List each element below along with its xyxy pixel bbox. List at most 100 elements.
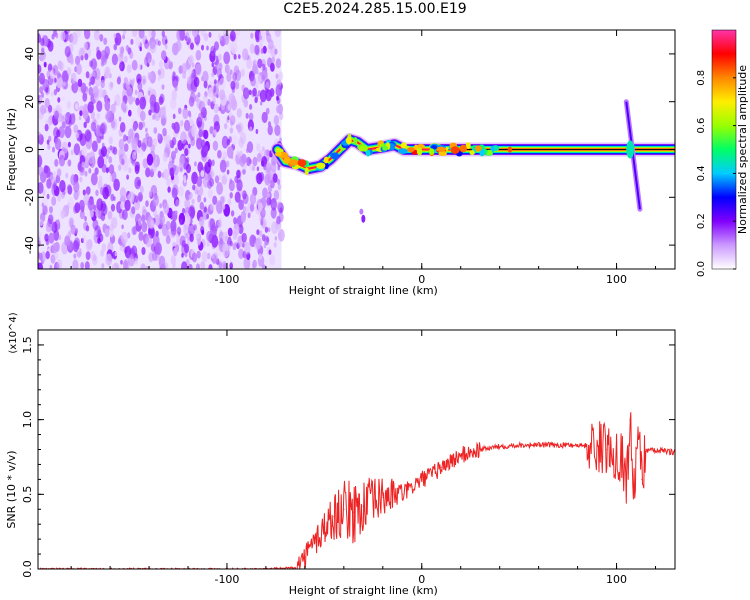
noise-cell bbox=[208, 31, 212, 38]
noise-cell bbox=[202, 70, 209, 83]
noise-cell bbox=[188, 96, 195, 107]
noise-cell bbox=[169, 167, 175, 177]
noise-cell bbox=[132, 30, 138, 37]
noise-cell bbox=[97, 237, 101, 245]
noise-cell bbox=[213, 129, 217, 136]
noise-cell bbox=[245, 112, 249, 119]
noise-cell bbox=[147, 46, 151, 52]
noise-cell bbox=[231, 134, 238, 146]
y-axis-label: SNR (10 * v/v) bbox=[5, 450, 18, 528]
noise-cell bbox=[95, 210, 99, 217]
noise-cell bbox=[67, 197, 75, 210]
noise-cell bbox=[105, 153, 109, 159]
noise-cell bbox=[260, 101, 263, 106]
snr-point bbox=[391, 493, 394, 496]
noise-cell bbox=[212, 252, 219, 264]
noise-cell bbox=[73, 253, 77, 259]
noise-cell bbox=[210, 170, 215, 178]
noise-cell bbox=[118, 52, 124, 63]
noise-cell bbox=[107, 147, 111, 154]
y-tick-label: 0.5 bbox=[21, 486, 34, 504]
noise-cell bbox=[222, 204, 226, 210]
noise-cell bbox=[126, 86, 133, 99]
noise-cell bbox=[96, 100, 103, 112]
noise-cell bbox=[163, 168, 170, 181]
noise-cell bbox=[152, 113, 156, 120]
noise-cell bbox=[194, 63, 202, 77]
noise-cell bbox=[135, 97, 140, 106]
noise-cell bbox=[79, 110, 83, 117]
noise-cell bbox=[196, 176, 203, 187]
noise-cell bbox=[196, 250, 201, 259]
noise-cell bbox=[219, 238, 223, 245]
noise-cell bbox=[158, 60, 164, 69]
noise-cell bbox=[240, 68, 245, 78]
noise-cell bbox=[266, 196, 272, 206]
noise-cell bbox=[56, 129, 61, 138]
noise-cell bbox=[145, 167, 151, 178]
noise-cell bbox=[279, 207, 283, 214]
noise-cell bbox=[94, 167, 99, 175]
snr-point bbox=[304, 556, 306, 558]
noise-cell bbox=[93, 119, 97, 126]
noise-cell bbox=[101, 163, 107, 173]
noise-cell bbox=[127, 232, 131, 239]
noise-cell bbox=[128, 167, 132, 174]
noise-cell bbox=[122, 134, 127, 142]
noise-cell bbox=[79, 166, 85, 176]
noise-cell bbox=[270, 207, 277, 219]
noise-cell bbox=[184, 35, 188, 41]
noise-cell bbox=[236, 179, 243, 192]
noise-cell bbox=[152, 250, 158, 262]
noise-cell bbox=[207, 87, 214, 98]
snr-point bbox=[625, 486, 628, 488]
noise-cell bbox=[215, 258, 220, 266]
noise-cell bbox=[151, 59, 155, 66]
noise-cell bbox=[232, 242, 237, 251]
noise-cell bbox=[119, 122, 126, 133]
noise-cell bbox=[132, 226, 138, 235]
noise-cell bbox=[172, 113, 176, 120]
noise-cell bbox=[178, 107, 182, 115]
noise-cell bbox=[111, 53, 118, 66]
noise-cell bbox=[252, 235, 257, 244]
noise-cell bbox=[85, 251, 91, 261]
y-tick-label: 1.0 bbox=[21, 411, 34, 429]
noise-cell bbox=[105, 52, 109, 60]
noise-cell bbox=[162, 127, 167, 137]
noise-cell bbox=[229, 178, 233, 184]
noise-cell bbox=[148, 109, 152, 116]
noise-cell bbox=[229, 127, 234, 134]
noise-cell bbox=[75, 228, 78, 234]
noise-cell bbox=[249, 104, 253, 110]
noise-cell bbox=[134, 164, 140, 175]
noise-cell bbox=[141, 209, 148, 221]
noise-cell bbox=[70, 149, 74, 156]
noise-cell bbox=[227, 227, 233, 237]
noise-cell bbox=[257, 58, 263, 69]
snr-background bbox=[38, 330, 675, 569]
noise-cell bbox=[38, 182, 44, 194]
noise-cell bbox=[41, 202, 45, 208]
signal-speckle bbox=[283, 156, 292, 164]
noise-cell bbox=[87, 198, 95, 211]
noise-cell bbox=[277, 165, 280, 171]
noise-cell bbox=[165, 39, 168, 44]
noise-cell bbox=[190, 42, 194, 50]
noise-cell bbox=[206, 241, 210, 247]
noise-cell bbox=[250, 75, 256, 87]
noise-cell bbox=[267, 57, 273, 68]
noise-cell bbox=[51, 242, 58, 254]
noise-cell bbox=[52, 146, 55, 153]
noise-cell bbox=[218, 106, 221, 112]
noise-cell bbox=[269, 254, 276, 266]
noise-cell bbox=[212, 140, 219, 151]
noise-cell bbox=[53, 127, 60, 139]
noise-cell bbox=[48, 232, 55, 244]
noise-cell bbox=[241, 153, 247, 164]
noise-cell bbox=[132, 78, 135, 84]
noise-cell bbox=[72, 259, 79, 269]
noise-cell bbox=[233, 217, 238, 225]
noise-cell bbox=[39, 219, 44, 227]
noise-cell bbox=[230, 80, 236, 90]
